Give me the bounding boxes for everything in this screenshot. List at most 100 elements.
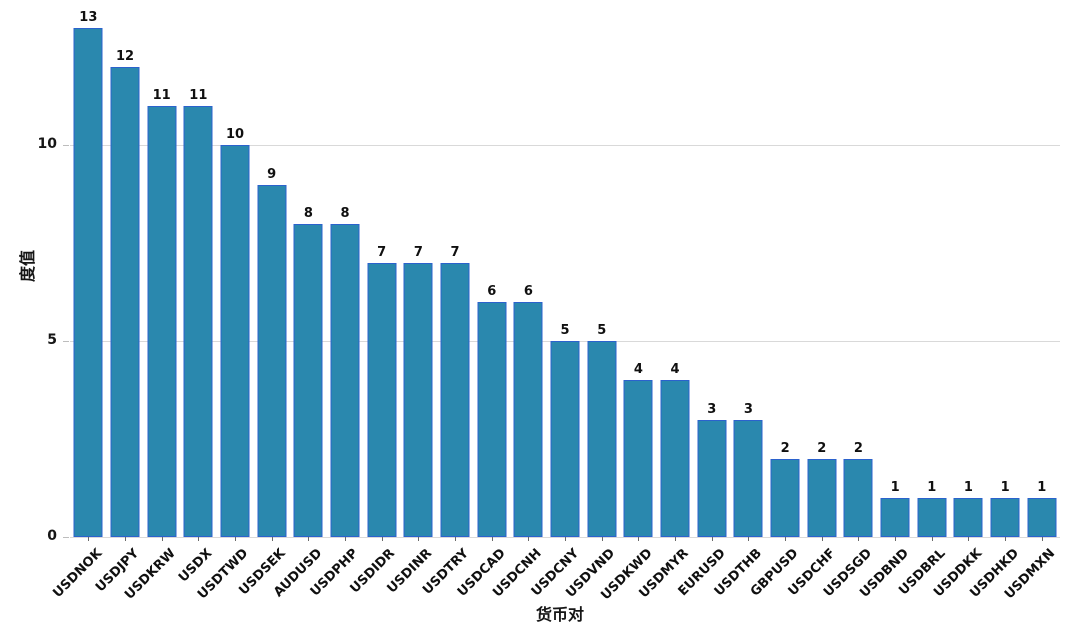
x-category-label: USDNOK (49, 546, 105, 601)
bar-value-label: 5 (597, 323, 607, 339)
y-tick-mark (63, 145, 69, 147)
x-tick-mark (381, 537, 383, 541)
x-tick-mark (968, 537, 970, 541)
bar-USDSEK (257, 184, 287, 537)
bar-value-label: 1 (963, 479, 973, 495)
bar-value-label: 1 (1037, 479, 1047, 495)
bar-value-label: 4 (633, 362, 643, 378)
bar-USDMYR (660, 380, 690, 537)
bar-value-label: 3 (743, 401, 753, 417)
x-tick-mark (308, 537, 310, 541)
plot-area: 0 5 10 13 USDNOK 12 USDJPY 11 USDKRW 11 USDX 10 USD… (38, 10, 1060, 603)
x-tick-mark (125, 537, 126, 541)
y-tick-mark (63, 537, 69, 538)
bar-USDINR (403, 262, 433, 537)
bar-value-label: 4 (670, 362, 680, 378)
bar-slot: 2 USDSGD (821, 20, 877, 600)
bar-slot: 3 EURUSD (675, 20, 730, 600)
bar-USDSGD (843, 458, 873, 537)
bar-value-label: 1 (890, 479, 900, 495)
bar-value-label: 12 (115, 49, 135, 64)
x-tick-mark (931, 537, 933, 541)
x-tick-mark (528, 537, 530, 541)
bar-AUDUSD (293, 223, 323, 537)
bar-value-label: 2 (817, 440, 827, 456)
bar-value-label: 3 (707, 401, 717, 417)
x-tick-mark (821, 537, 823, 541)
bar-slot: 9 USDSEK (236, 20, 290, 599)
y-tick-label: 0 (47, 528, 57, 545)
x-tick-mark (748, 537, 750, 541)
bar-slot: 1 USDBND (857, 20, 914, 601)
x-tick-mark (88, 537, 90, 541)
bar-USDKRW (147, 106, 177, 537)
bar-USDTWD (220, 145, 250, 537)
bar-slot: 7 USDTRY (420, 20, 474, 598)
bars-container: 13 USDNOK 12 USDJPY 11 USDKRW 11 USDX 10 USDTWD 9 U… (50, 10, 1060, 603)
bar-USDX (183, 106, 213, 537)
bar-USDHKD (990, 497, 1020, 537)
bar-value-label: 8 (340, 205, 350, 221)
x-tick-mark (455, 537, 457, 541)
bar-value-label: 10 (225, 127, 245, 143)
bar-USDDKK (953, 497, 983, 537)
bar-slot: 1 USDBRL (896, 20, 950, 598)
x-tick-mark (161, 537, 163, 541)
bar-value-label: 8 (303, 205, 313, 221)
bar-value-label: 7 (413, 244, 423, 260)
x-tick-mark (1041, 537, 1043, 541)
x-tick-mark (858, 537, 860, 541)
bar-slot: 13 USDNOK (50, 10, 107, 601)
bar-USDBRL (917, 497, 947, 537)
bar-USDBND (880, 497, 910, 537)
bar-value-label: 5 (560, 323, 570, 339)
bar-slot: 11 USDKRW (122, 20, 180, 602)
bar-value-label: 2 (780, 440, 790, 456)
bar-slot: 12 USDJPY (92, 20, 144, 595)
bar-slot: 2 GBPUSD (748, 20, 804, 600)
bar-slot: 6 USDCAD (455, 20, 510, 600)
x-tick-mark (418, 537, 420, 541)
x-tick-mark (785, 537, 787, 541)
bar-USDNOK (73, 27, 103, 537)
bar-slot: 4 USDKWD (598, 20, 657, 603)
bar-slot: 1 USDDKK (931, 20, 987, 600)
x-tick-mark (271, 537, 273, 541)
bar-slot: 7 USDIDR (348, 20, 400, 597)
x-tick-mark (491, 537, 493, 541)
bar-USDCNH (513, 302, 543, 537)
x-tick-mark (711, 537, 713, 541)
x-tick-mark (1005, 537, 1007, 541)
x-tick-mark (638, 537, 640, 541)
gridline-y0 (70, 537, 1060, 538)
bar-value-label: 11 (189, 88, 208, 104)
bar-USDMXN (1027, 497, 1057, 537)
bar-USDTHB (733, 419, 763, 537)
bar-value-label: 6 (523, 284, 533, 299)
bar-value-label: 13 (79, 9, 98, 25)
bar-USDIDR (367, 262, 397, 537)
x-tick-mark (675, 537, 677, 541)
x-tick-mark (198, 537, 200, 541)
x-tick-mark (565, 537, 567, 541)
bar-value-label: 7 (377, 244, 387, 260)
y-axis-title: 度值 (18, 249, 37, 283)
bar-slot: 8 USDPHP (308, 20, 364, 600)
x-axis-title: 货币对 (535, 605, 585, 624)
bar-USDVND (587, 341, 617, 537)
y-tick-label: 10 (37, 136, 57, 153)
bar-slot: 5 USDCNY (528, 20, 584, 599)
bar-value-label: 1 (1000, 479, 1010, 495)
bar-value-label: 2 (853, 440, 863, 456)
bar-slot: 6 USDCNH (491, 20, 547, 600)
bar-slot: 3 USDTHB (712, 20, 767, 600)
bar-USDCNY (550, 341, 580, 537)
bar-slot: 10 USDTWD (195, 20, 254, 602)
x-tick-mark (345, 537, 347, 541)
bar-USDTRY (440, 262, 470, 537)
bar-slot: 5 USDVND (564, 20, 620, 601)
bar-slot: 4 USDMYR (636, 20, 694, 601)
x-tick-mark (895, 537, 897, 541)
gridline-y10 (70, 145, 1060, 147)
